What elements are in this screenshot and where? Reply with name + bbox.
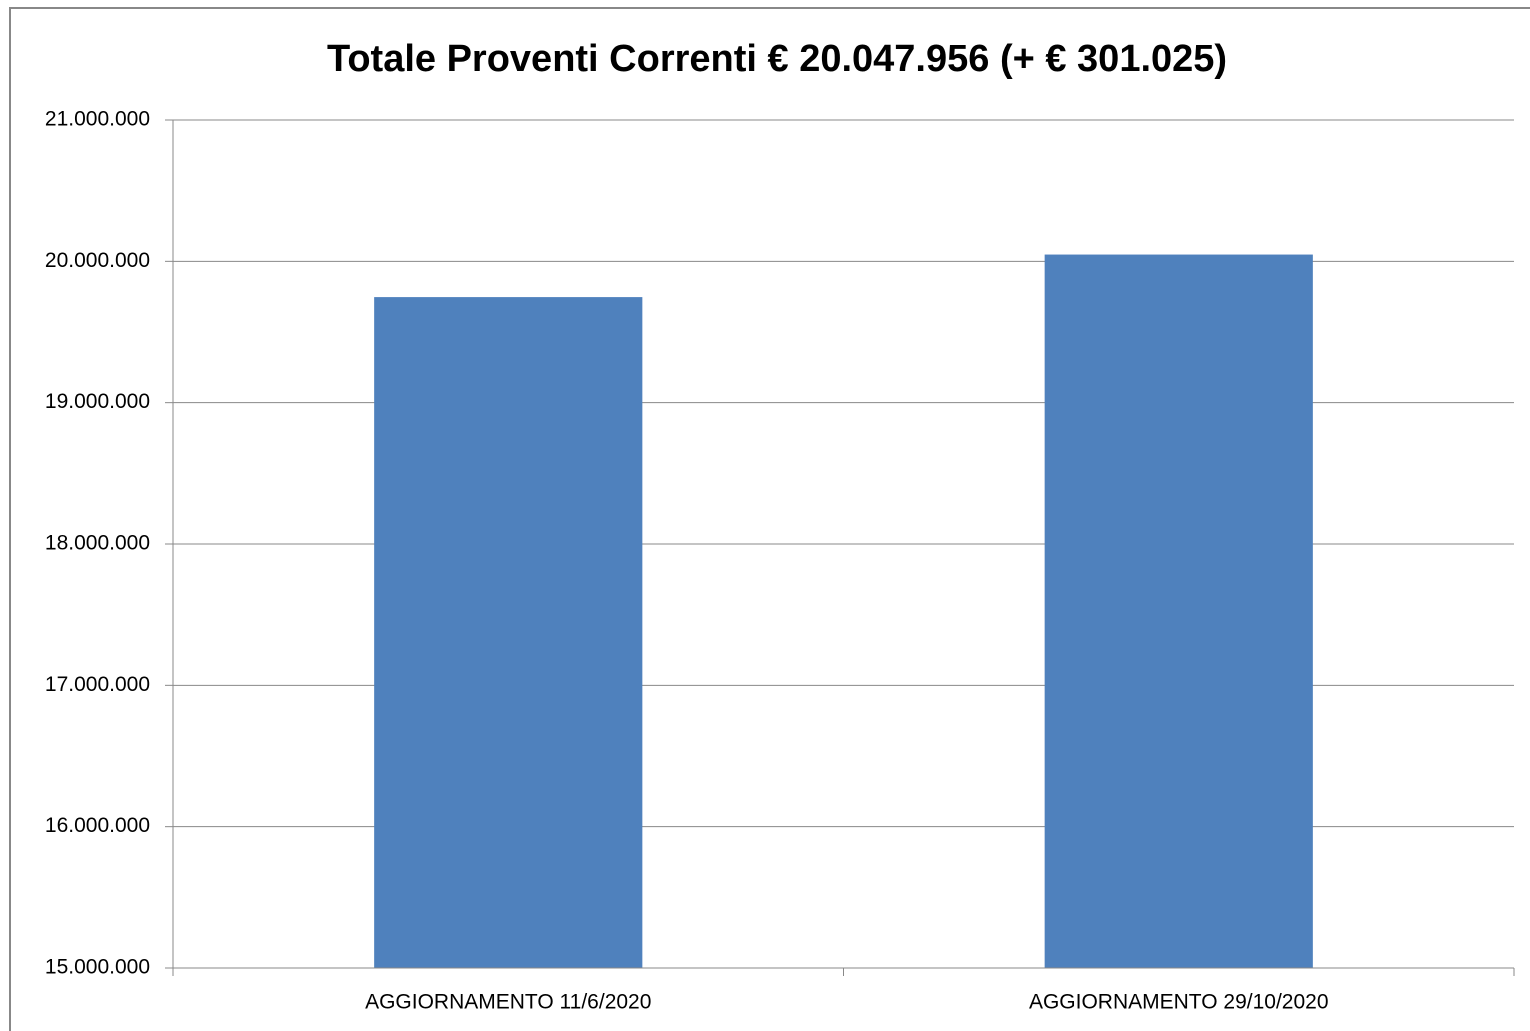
bar	[1044, 254, 1313, 969]
x-tick-label: AGGIORNAMENTO 29/10/2020	[1029, 991, 1329, 1014]
y-tick-label: 20.000.000	[45, 249, 150, 272]
y-tick-label: 16.000.000	[45, 814, 150, 837]
x-tick-label: AGGIORNAMENTO 11/6/2020	[365, 991, 651, 1014]
y-tick-label: 18.000.000	[45, 532, 150, 555]
chart-title: Totale Proventi Correnti € 20.047.956 (+…	[327, 38, 1227, 80]
y-tick-label: 21.000.000	[45, 108, 150, 131]
y-tick-label: 15.000.000	[45, 956, 150, 979]
y-tick-label: 17.000.000	[45, 673, 150, 696]
y-tick-label: 19.000.000	[45, 390, 150, 413]
bar	[374, 297, 643, 968]
